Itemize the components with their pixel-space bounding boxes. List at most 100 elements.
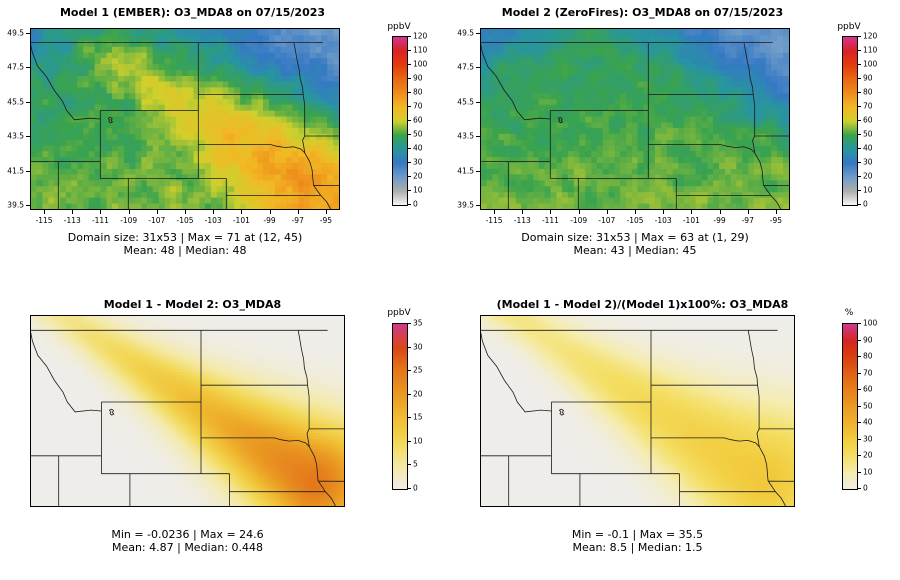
x-tick-label: -95	[319, 216, 333, 225]
y-tick-mark	[26, 101, 30, 103]
colorbar-tick-mark	[408, 50, 411, 51]
colorbar-tick-mark	[408, 36, 411, 37]
x-tick-mark	[578, 210, 580, 214]
panel-model1-map: Model 1 (EMBER): O3_MDA8 on 07/15/2023 -…	[0, 0, 450, 290]
y-tick-label: 43.5	[7, 131, 24, 141]
x-tick-label: -103	[654, 216, 672, 225]
colorbar-title: ppbV	[837, 22, 861, 32]
colorbar-tick-mark	[408, 417, 411, 419]
colorbar-tick-mark	[408, 176, 411, 177]
colorbar-tick-label: 80	[863, 87, 873, 97]
colorbar-tick-label: 10	[863, 467, 873, 476]
state-borders-overlay	[481, 42, 789, 209]
colorbar-tick-label: 30	[863, 157, 873, 167]
colorbar-tick-mark	[408, 440, 411, 442]
colorbar-tick-label: 110	[413, 45, 428, 55]
x-tick-mark	[241, 210, 243, 214]
colorbar-tick-mark	[858, 339, 861, 341]
x-tick-label: -109	[570, 216, 588, 225]
panel-title: (Model 1 - Model 2)/(Model 1)x100%: O3_M…	[496, 298, 789, 311]
x-tick-mark	[213, 210, 215, 214]
colorbar-tick-mark	[408, 78, 411, 79]
colorbar-gradient	[842, 323, 858, 490]
colorbar-tick-mark	[858, 204, 861, 205]
x-tick-mark	[606, 210, 608, 214]
x-tick-mark	[44, 210, 46, 214]
colorbar-tick-mark	[408, 464, 411, 466]
colorbar-tick-label: 90	[413, 73, 423, 83]
colorbar-gradient	[842, 36, 858, 206]
colorbar-tick-mark	[858, 50, 861, 51]
panel-title: Model 1 - Model 2: O3_MDA8	[103, 298, 282, 311]
colorbar-tick-mark	[858, 64, 861, 65]
panel-difference-map: Model 1 - Model 2: O3_MDA8 ppbV 0 5 10 15 20…	[0, 290, 450, 580]
caption-line1: Min = -0.1 | Max = 35.5	[571, 528, 704, 541]
colorbar-tick-label: 5	[413, 459, 418, 469]
y-tick-mark	[26, 170, 30, 172]
colorbar-tick-label: 90	[863, 73, 873, 83]
colorbar-tick-label: 0	[413, 199, 418, 209]
colorbar-tick-mark	[408, 162, 411, 163]
colorbar-tick-label: 120	[863, 31, 878, 41]
x-tick-mark	[185, 210, 186, 214]
state-borders-overlay	[31, 329, 344, 506]
state-border-lines	[481, 329, 794, 506]
y-tick-mark	[26, 33, 30, 35]
colorbar-tick-label: 120	[413, 31, 428, 41]
colorbar-tick-mark	[408, 323, 411, 324]
x-tick-label: -113	[63, 216, 81, 225]
state-borders-overlay	[481, 329, 794, 506]
y-tick-mark	[476, 67, 480, 69]
colorbar-tick-mark	[858, 372, 861, 374]
colorbar-title: ppbV	[387, 308, 411, 318]
panel-title: Model 1 (EMBER): O3_MDA8 on 07/15/2023	[59, 6, 326, 19]
x-tick-label: -99	[263, 216, 276, 225]
x-tick-label: -111	[91, 216, 109, 225]
x-tick-label: -107	[598, 216, 616, 225]
x-tick-label: -99	[713, 216, 726, 225]
colorbar-tick-label: 0	[863, 199, 868, 209]
y-tick-label: 41.5	[7, 166, 24, 175]
colorbar-tick-mark	[408, 370, 411, 372]
x-tick-mark	[100, 210, 102, 214]
colorbar-tick-label: 90	[863, 335, 873, 344]
x-tick-mark	[128, 210, 130, 214]
colorbar-tick-label: 60	[863, 115, 873, 125]
colorbar-tick-mark	[408, 120, 411, 121]
colorbar-tick-label: 40	[863, 143, 873, 153]
y-tick-label: 43.5	[457, 131, 474, 141]
colorbar-tick-label: 30	[413, 342, 423, 352]
colorbar-tick-mark	[858, 389, 861, 390]
colorbar-tick-mark	[408, 393, 411, 395]
colorbar-tick-label: 20	[413, 171, 423, 181]
panel-percent-difference-map: (Model 1 - Model 2)/(Model 1)x100%: O3_M…	[450, 290, 900, 580]
colorbar-tick-label: 60	[863, 384, 873, 394]
colorbar-tick-label: 50	[863, 401, 873, 410]
colorbar-tick-mark	[858, 405, 861, 407]
colorbar-tick-mark	[408, 64, 411, 65]
colorbar-tick-mark	[408, 148, 411, 149]
state-border-lines	[31, 42, 339, 209]
colorbar-tick-mark	[858, 488, 861, 489]
x-tick-label: -105	[176, 216, 194, 225]
x-tick-mark	[325, 210, 327, 214]
colorbar-tick-mark	[858, 176, 861, 177]
colorbar-gradient	[392, 323, 408, 490]
colorbar-tick-mark	[858, 78, 861, 79]
x-tick-label: -101	[232, 216, 250, 225]
x-tick-label: -109	[120, 216, 138, 225]
y-tick-mark	[476, 204, 480, 206]
caption-line2: Mean: 43 | Median: 45	[573, 244, 697, 257]
caption-line1: Domain size: 31x53 | Max = 71 at (12, 45…	[67, 231, 303, 244]
map-plot-area	[480, 28, 790, 210]
x-tick-mark	[297, 210, 299, 214]
colorbar-tick-mark	[858, 356, 861, 357]
colorbar-tick-mark	[408, 106, 411, 107]
colorbar-tick-label: 70	[863, 101, 873, 111]
colorbar-tick-mark	[858, 438, 861, 440]
colorbar-tick-mark	[858, 422, 861, 423]
colorbar-tick-mark	[858, 120, 861, 121]
y-tick-label: 39.5	[457, 200, 474, 210]
colorbar-tick-mark	[858, 36, 861, 37]
y-tick-label: 41.5	[457, 166, 474, 175]
